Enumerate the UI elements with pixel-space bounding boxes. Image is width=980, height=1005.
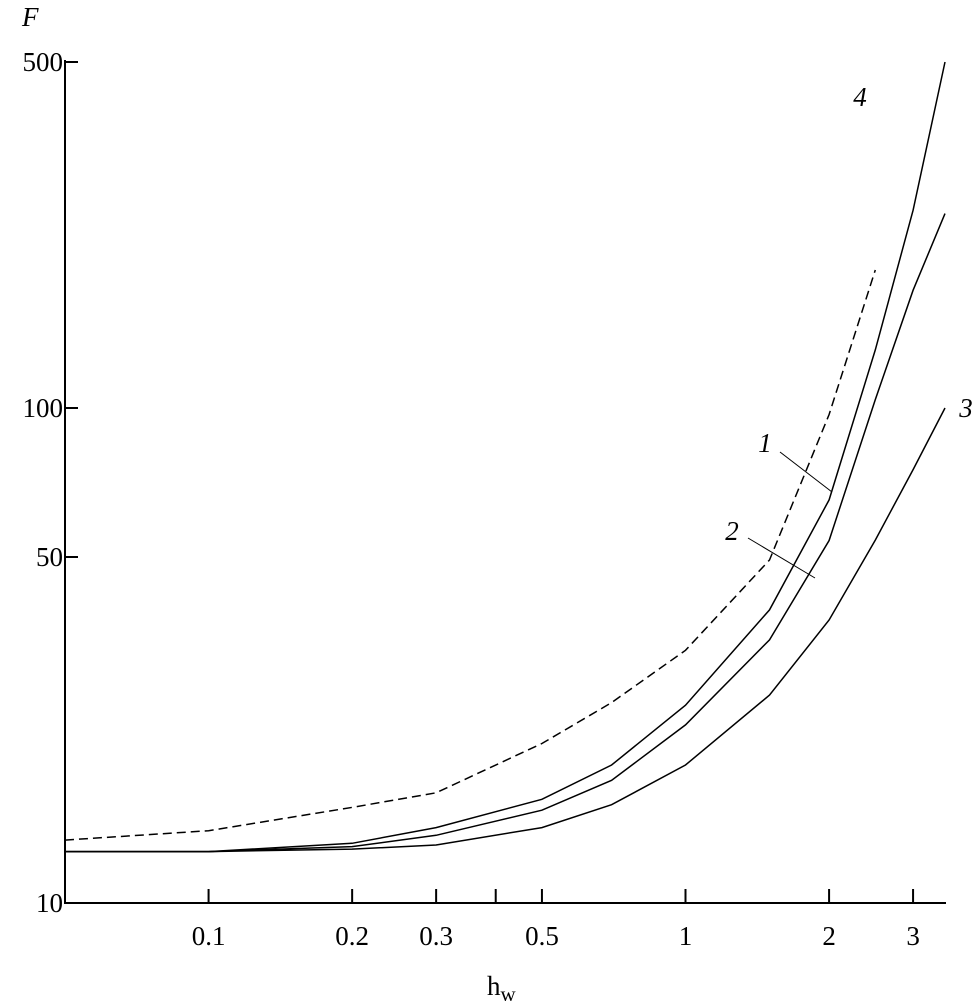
x-axis-label-subscript: w [501,982,517,1005]
x-axis-label-main: h [487,971,501,1001]
y-tick-label: 100 [23,393,64,423]
x-axis-label: hw [487,971,517,1005]
curve-label: 1 [758,428,772,458]
curve [65,213,946,853]
x-tick-label: 0.2 [335,921,369,951]
x-tick-label: 2 [822,921,836,951]
x-tick-label: 0.1 [192,921,226,951]
curve [65,61,946,853]
x-tick-label: 1 [679,921,693,951]
curve-label: 2 [725,516,739,546]
y-tick-label: 500 [23,47,64,77]
y-tick-label: 10 [36,888,63,918]
leader-line [779,451,833,493]
curve-label: 4 [853,82,867,112]
x-tick-label: 0.5 [525,921,559,951]
curve [64,269,877,841]
x-tick-label: 3 [906,921,920,951]
leader-line [747,537,816,579]
curve-label: 3 [958,393,973,423]
curve [65,407,946,853]
y-axis-label: F [21,2,39,32]
x-tick-label: 0.3 [419,921,453,951]
y-tick-label: 50 [36,542,63,572]
